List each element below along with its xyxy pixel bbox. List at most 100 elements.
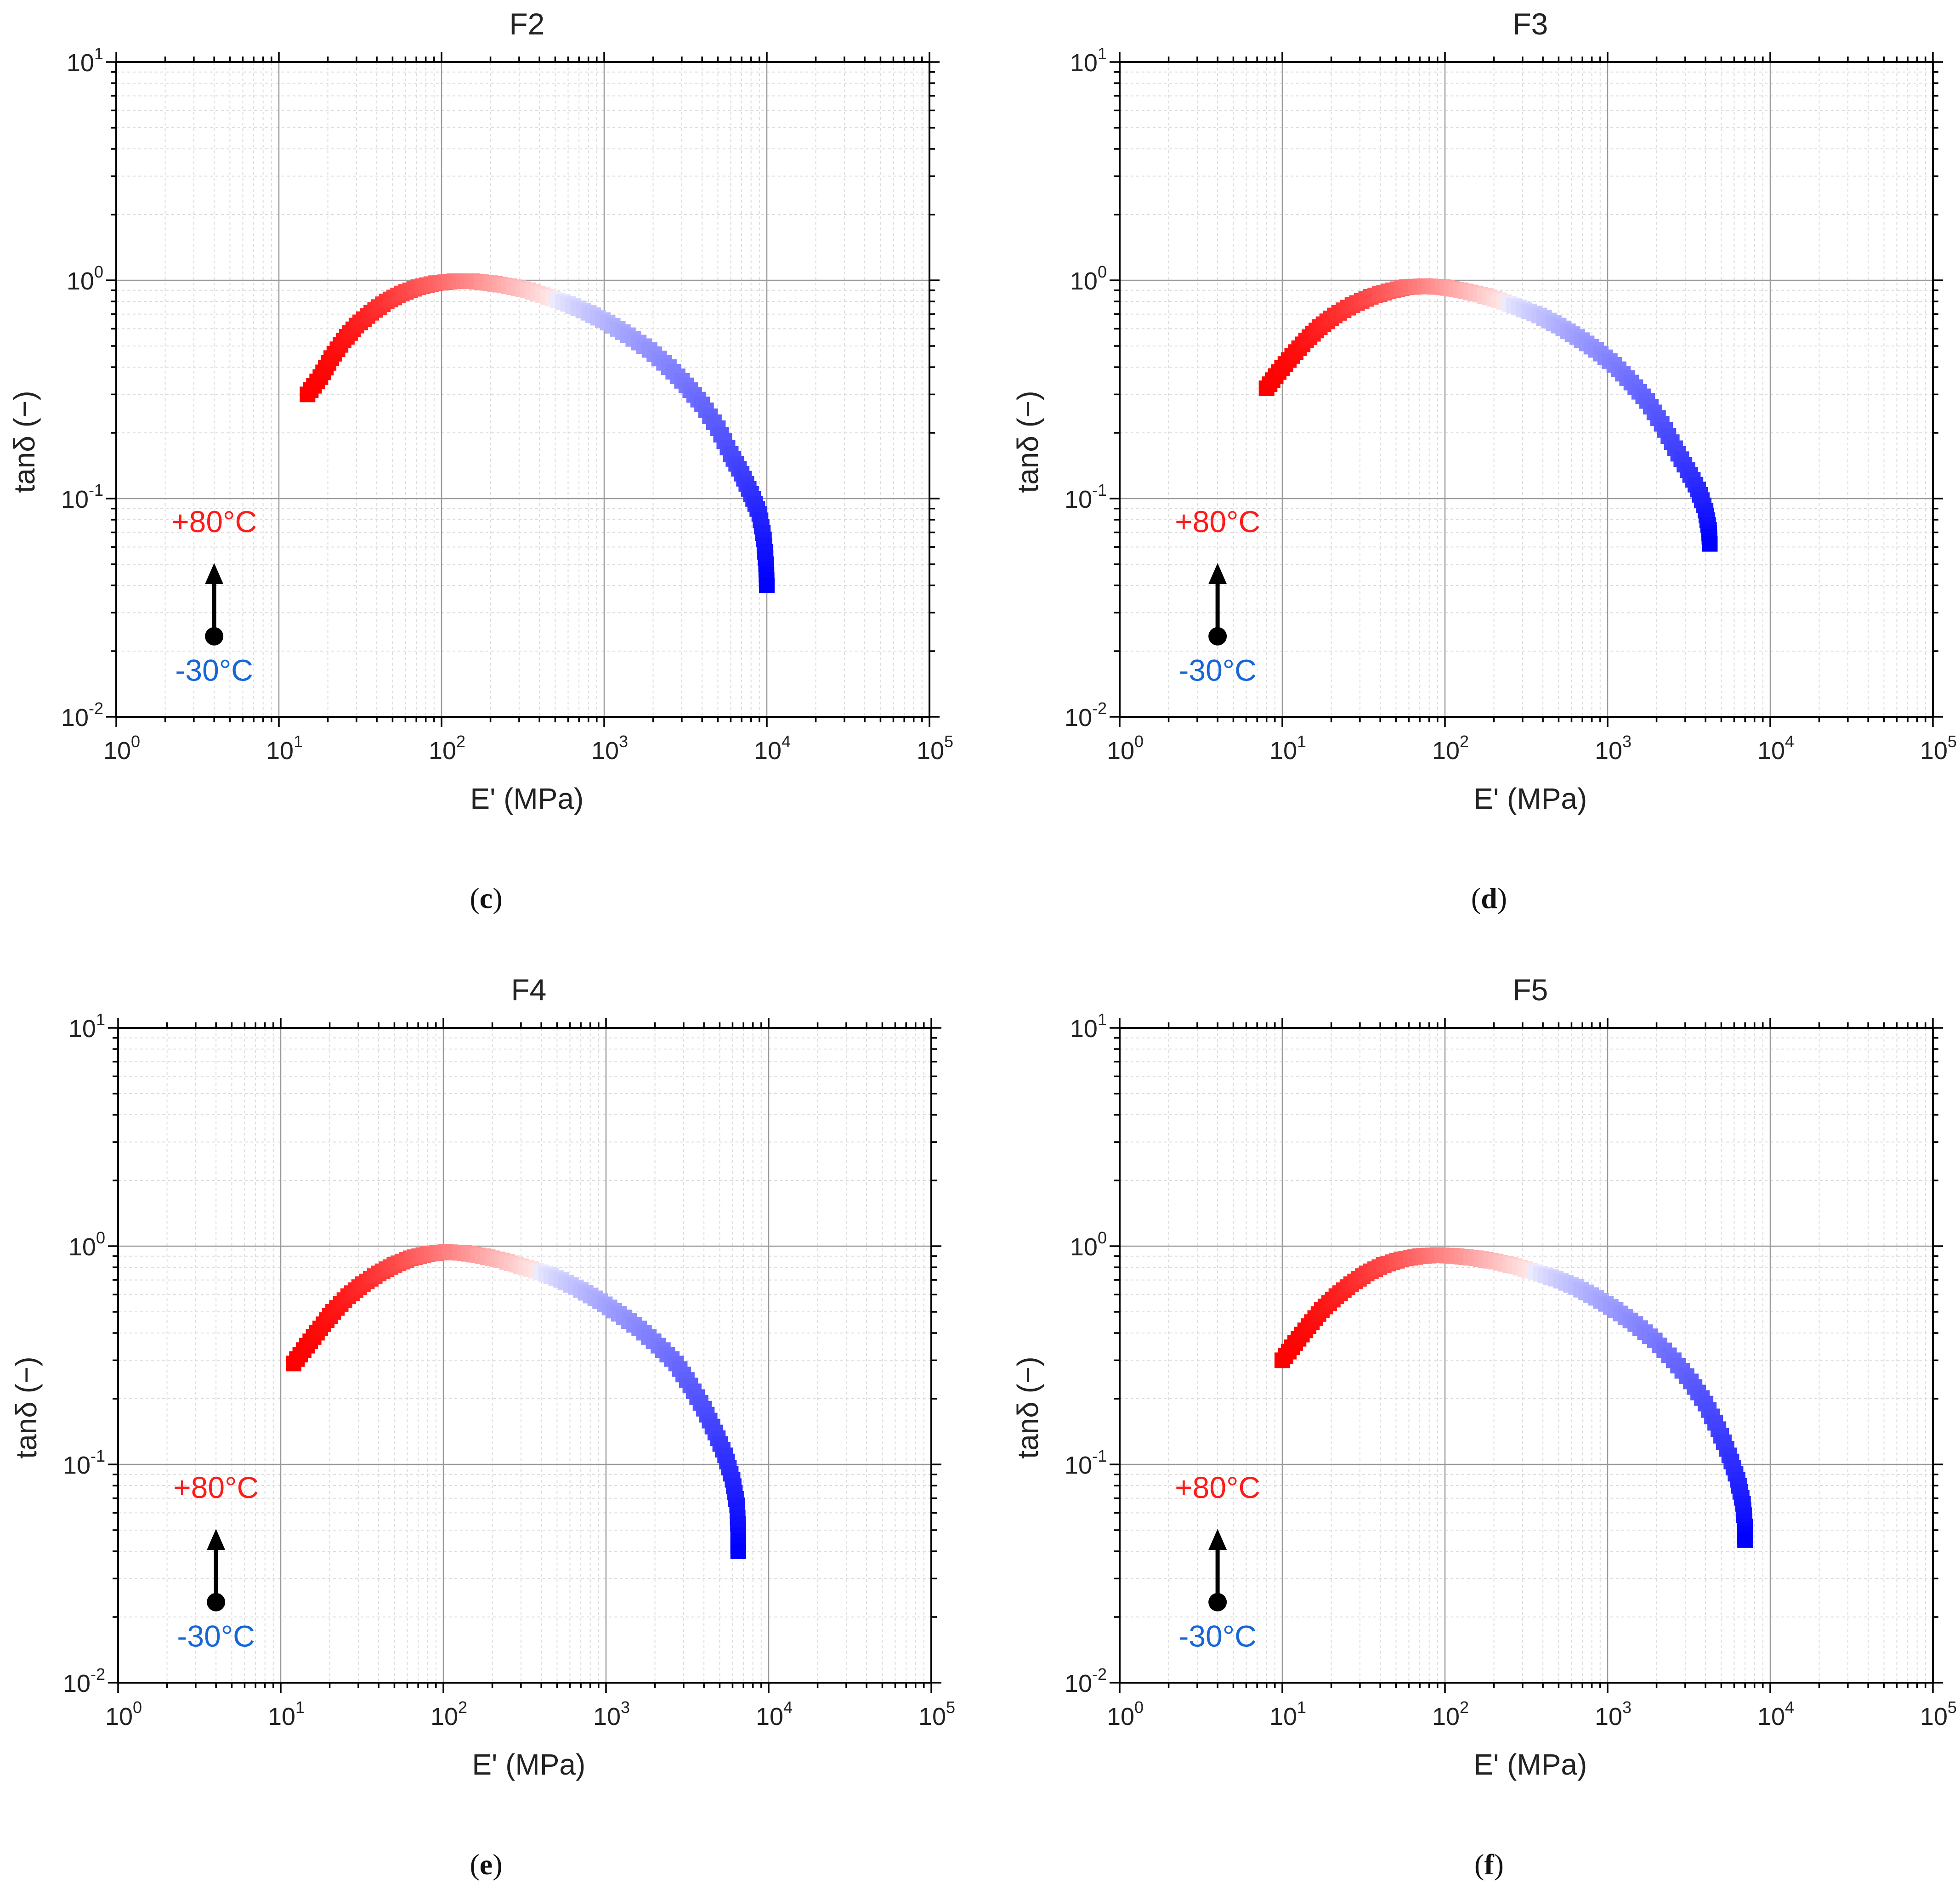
ticks xyxy=(1110,52,1943,727)
x-tick-label: 103 xyxy=(593,1698,630,1730)
x-axis-label: E' (MPa) xyxy=(472,1748,585,1781)
x-tick-label: 101 xyxy=(268,1698,305,1730)
caption-c: (c) xyxy=(470,882,502,914)
y-tick-label: 10-1 xyxy=(61,481,103,513)
temperature-annotation: +80°C -30°C xyxy=(173,1470,259,1653)
x-tick-label: 100 xyxy=(103,732,140,765)
x-tick-label: 101 xyxy=(266,732,303,765)
data-series-f3 xyxy=(1258,278,1718,552)
y-tick-label: 100 xyxy=(1070,262,1107,295)
cold-temperature-label: -30°C xyxy=(175,653,253,687)
data-series-f4 xyxy=(286,1244,746,1560)
plot-area xyxy=(116,62,929,717)
chart-f2: 100 101 102 103 104 105 10-2 10-1 100 101 F2 E' (MP… xyxy=(8,7,953,815)
arrow-up-icon xyxy=(207,1529,226,1550)
y-axis-label: tanδ (−) xyxy=(1011,391,1044,493)
chart-title: F2 xyxy=(509,7,544,41)
hot-temperature-label: +80°C xyxy=(1175,1470,1260,1504)
chart-f5: 100 101 102 103 104 105 10-2 10-1 100 101 F5 E' (MP… xyxy=(1011,973,1957,1781)
x-axis-label: E' (MPa) xyxy=(1473,1748,1587,1781)
x-tick-label: 102 xyxy=(1432,1698,1469,1730)
y-tick-label: 101 xyxy=(67,44,103,77)
grid xyxy=(116,62,929,717)
x-tick-label: 103 xyxy=(1595,1698,1631,1730)
y-tick-label: 101 xyxy=(68,1010,105,1043)
arrow-origin-dot xyxy=(1208,627,1227,646)
x-tick-label: 101 xyxy=(1269,732,1306,765)
plot-frame xyxy=(1119,61,1934,718)
cold-temperature-label: -30°C xyxy=(1178,1619,1256,1653)
plot-frame xyxy=(117,1027,932,1684)
chart-title: F4 xyxy=(511,973,546,1007)
chart-title: F3 xyxy=(1512,7,1548,41)
grid xyxy=(118,1028,931,1683)
y-tick-label: 101 xyxy=(1070,44,1107,77)
x-axis-label: E' (MPa) xyxy=(1473,782,1587,815)
x-tick-label: 103 xyxy=(591,732,628,765)
ticks xyxy=(1110,1018,1943,1693)
grid xyxy=(1120,1028,1933,1683)
chart-panels: 100 101 102 103 104 105 10-2 10-1 100 101 F2 E' (MP… xyxy=(8,7,1957,1781)
x-tick-label: 105 xyxy=(917,732,953,765)
plot-area xyxy=(1120,1028,1933,1683)
data-point xyxy=(1702,536,1718,552)
x-tick-label: 102 xyxy=(429,732,465,765)
arrow-up-icon xyxy=(205,563,224,584)
y-tick-label: 100 xyxy=(67,262,103,295)
hot-temperature-label: +80°C xyxy=(173,1470,259,1504)
chart-f3: 100 101 102 103 104 105 10-2 10-1 100 101 F3 E' (MP… xyxy=(1011,7,1957,815)
x-axis-label: E' (MPa) xyxy=(470,782,583,815)
x-tick-label: 105 xyxy=(1920,732,1957,765)
cold-temperature-label: -30°C xyxy=(177,1619,255,1653)
x-tick-label: 104 xyxy=(754,732,791,765)
hot-temperature-label: +80°C xyxy=(171,505,257,539)
x-tick-label: 105 xyxy=(1920,1698,1957,1730)
hot-temperature-label: +80°C xyxy=(1175,505,1260,539)
arrow-origin-dot xyxy=(205,627,224,646)
ticks xyxy=(108,1018,941,1693)
y-tick-label: 101 xyxy=(1070,1010,1107,1043)
x-tick-label: 102 xyxy=(1432,732,1469,765)
plot-frame xyxy=(1119,1027,1934,1684)
y-tick-label: 10-1 xyxy=(63,1447,105,1479)
caption-d: (d) xyxy=(1471,882,1507,914)
temperature-annotation: +80°C -30°C xyxy=(1175,505,1260,687)
caption-f: (f) xyxy=(1474,1848,1504,1881)
data-series-f2 xyxy=(300,273,775,594)
x-tick-label: 100 xyxy=(105,1698,142,1730)
x-tick-label: 104 xyxy=(756,1698,793,1730)
plot-area xyxy=(1120,62,1933,717)
chart-f4: 100 101 102 103 104 105 10-2 10-1 100 101 F4 E' (MP… xyxy=(10,973,955,1781)
y-axis-label: tanδ (−) xyxy=(10,1356,43,1458)
temperature-annotation: +80°C -30°C xyxy=(171,505,257,687)
data-point xyxy=(730,1543,746,1560)
data-point xyxy=(1737,1532,1753,1548)
grid xyxy=(1120,62,1933,717)
y-axis-label: tanδ (−) xyxy=(8,391,41,493)
y-tick-label: 10-1 xyxy=(1065,481,1107,513)
x-tick-label: 102 xyxy=(431,1698,467,1730)
caption-e: (e) xyxy=(470,1848,502,1881)
arrow-origin-dot xyxy=(207,1593,226,1611)
x-tick-label: 100 xyxy=(1107,732,1144,765)
ticks xyxy=(106,52,940,727)
y-tick-label: 10-2 xyxy=(1065,699,1107,732)
y-tick-label: 10-2 xyxy=(1065,1665,1107,1697)
y-tick-label: 10-1 xyxy=(1065,1447,1107,1479)
cold-temperature-label: -30°C xyxy=(1178,653,1256,687)
arrow-up-icon xyxy=(1208,1529,1227,1550)
chart-title: F5 xyxy=(1512,973,1548,1007)
y-tick-label: 10-2 xyxy=(63,1665,105,1697)
x-tick-label: 104 xyxy=(1757,732,1794,765)
plot-frame xyxy=(115,61,930,718)
arrow-origin-dot xyxy=(1208,1593,1227,1611)
temperature-annotation: +80°C -30°C xyxy=(1175,1470,1260,1653)
data-series-f5 xyxy=(1275,1247,1753,1548)
x-tick-label: 105 xyxy=(918,1698,955,1730)
x-tick-label: 100 xyxy=(1107,1698,1144,1730)
panel-captions: (c) (d) (e) (f) xyxy=(470,882,1507,1881)
y-axis-label: tanδ (−) xyxy=(1011,1356,1044,1458)
y-tick-label: 100 xyxy=(1070,1228,1107,1261)
data-point xyxy=(759,578,775,594)
